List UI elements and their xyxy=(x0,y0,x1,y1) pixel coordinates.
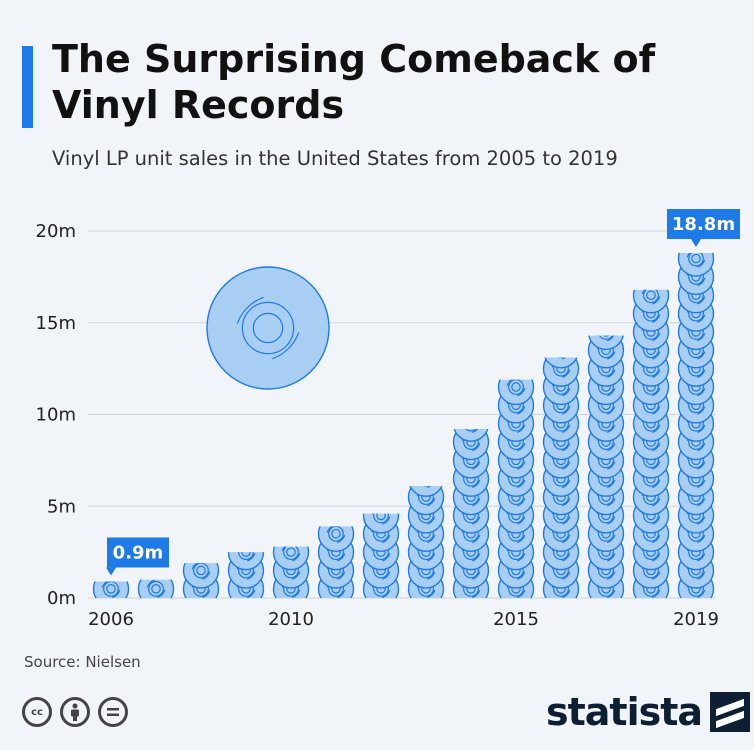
record-icon xyxy=(137,579,175,598)
bar-2008 xyxy=(182,563,220,598)
x-tick-label: 2015 xyxy=(493,609,539,630)
bar-2010 xyxy=(272,546,310,598)
value-callout: 18.8m xyxy=(667,209,740,248)
y-tick-label: 0m xyxy=(47,588,76,609)
record-icon xyxy=(362,513,400,534)
record-icon xyxy=(588,335,624,351)
record-icon xyxy=(497,379,535,406)
bar-2016 xyxy=(542,357,580,598)
record-icon xyxy=(317,526,355,552)
x-tick-label: 2010 xyxy=(268,609,314,630)
cc-icon[interactable]: cc xyxy=(22,697,52,727)
record-icon xyxy=(542,357,580,387)
y-tick-label: 20m xyxy=(36,221,76,242)
statista-logo[interactable]: statista xyxy=(546,690,751,734)
x-tick-label: 2019 xyxy=(673,609,719,630)
y-tick-label: 5m xyxy=(47,496,76,517)
record-icon xyxy=(632,289,670,314)
bar-2018 xyxy=(632,289,670,598)
record-icon xyxy=(409,486,443,497)
x-tick-label: 2006 xyxy=(88,609,134,630)
record-icon xyxy=(182,563,220,589)
y-tick-label: 15m xyxy=(36,313,76,334)
statista-logo-icon xyxy=(710,692,751,732)
record-icon xyxy=(227,552,265,571)
data-label: 0.9m xyxy=(113,542,164,563)
bar-2007 xyxy=(137,579,175,598)
value-callout: 0.9m xyxy=(106,537,169,576)
bar-2019 xyxy=(677,253,715,598)
license-icons: cc xyxy=(22,697,128,727)
bar-2012 xyxy=(362,513,400,598)
brand-wordmark: statista xyxy=(546,690,703,734)
attribution-icon[interactable] xyxy=(60,697,90,727)
bar-2015 xyxy=(497,379,535,598)
bar-2013 xyxy=(407,486,445,598)
bar-2017 xyxy=(587,335,625,598)
data-label: 18.8m xyxy=(672,214,735,235)
y-tick-label: 10m xyxy=(36,405,76,426)
record-icon xyxy=(544,357,578,369)
record-icon xyxy=(677,253,715,277)
bar-2009 xyxy=(227,552,265,598)
bar-2006 xyxy=(92,581,130,598)
record-icon xyxy=(92,581,130,598)
bar-2014 xyxy=(452,429,490,598)
chart-title: The Surprising Comeback of Vinyl Records xyxy=(52,37,656,127)
chart-subtitle: Vinyl LP unit sales in the United States… xyxy=(52,147,618,170)
record-icon xyxy=(272,546,310,571)
record-icon xyxy=(453,429,489,442)
no-derivatives-icon[interactable] xyxy=(98,697,128,727)
accent-bar xyxy=(22,46,33,128)
record-icon xyxy=(407,486,445,516)
record-icon xyxy=(206,266,330,390)
bar-2011 xyxy=(317,526,355,598)
source-note: Source: Nielsen xyxy=(24,653,141,671)
